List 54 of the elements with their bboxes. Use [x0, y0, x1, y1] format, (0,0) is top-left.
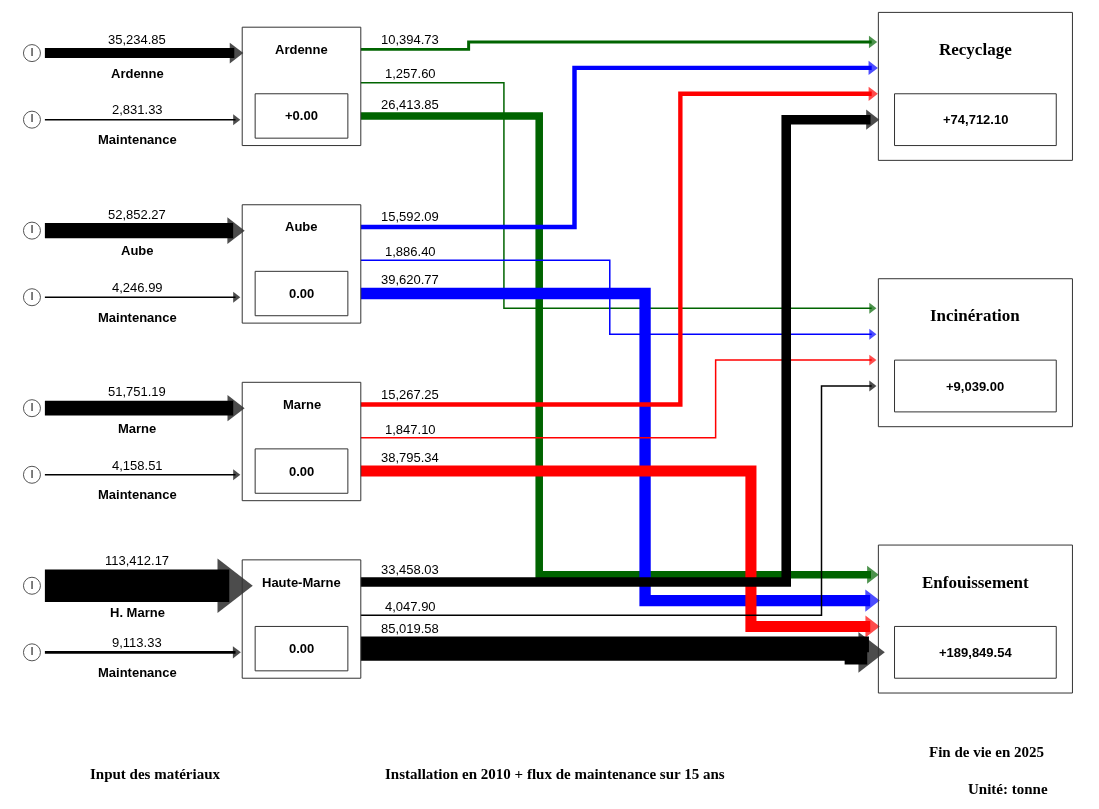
text: I [30, 45, 34, 58]
data-label: 39,620.77 [381, 272, 439, 287]
text: Unité: tonne [968, 781, 1048, 797]
text: I [30, 467, 34, 480]
text: Marne [118, 421, 157, 436]
data-label: 9,113.33 [112, 635, 162, 650]
text: Fin de vie en 2025 [929, 744, 1044, 760]
data-label: 4,047.90 [385, 599, 436, 614]
text: I [30, 645, 34, 658]
text: +189,849.54 [939, 645, 1012, 660]
data-label: 52,852.27 [108, 207, 166, 222]
data-label: 51,751.19 [108, 384, 166, 399]
data-label: 4,158.51 [112, 458, 163, 473]
text: Maintenance [98, 665, 177, 680]
category-label: Aube [285, 219, 318, 234]
data-label: 1,847.10 [385, 422, 436, 437]
data-label: 4,246.99 [112, 280, 163, 295]
data-label: 15,267.25 [381, 387, 439, 402]
text: Recyclage [939, 40, 1013, 59]
text: Input des matériaux [90, 766, 221, 782]
legend-label: Maintenance [98, 132, 177, 147]
text: +9,039.00 [946, 379, 1005, 394]
data-label: 2,831.33 [112, 102, 163, 117]
category-label: Haute-Marne [262, 575, 341, 590]
text: Maintenance [98, 310, 177, 325]
text: I [30, 223, 34, 236]
text: Maintenance [98, 487, 177, 502]
text: I [30, 400, 34, 413]
data-label: 26,413.85 [381, 97, 439, 112]
data-label: 35,234.85 [108, 32, 166, 47]
text: +74,712.10 [943, 112, 1009, 127]
data-label: 1,886.40 [385, 244, 436, 259]
data-label: 10,394.73 [381, 32, 439, 47]
text: Ardenne [111, 66, 164, 81]
data-label: 113,412.17 [105, 553, 170, 568]
text: 0.00 [289, 464, 315, 479]
category-label: Ardenne [275, 42, 328, 57]
text: I [30, 578, 34, 591]
text: Incinération [930, 306, 1021, 325]
text: 0.00 [289, 641, 315, 656]
text: H. Marne [110, 605, 165, 620]
text: 0.00 [289, 286, 315, 301]
category-label: Marne [283, 397, 322, 412]
data-label: 15,592.09 [381, 209, 439, 224]
data-label: 33,458.03 [381, 562, 439, 577]
text: I [30, 289, 34, 302]
data-label: 38,795.34 [381, 450, 439, 465]
text: I [30, 112, 34, 125]
text: Enfouissement [922, 573, 1030, 592]
text: Installation en 2010 + flux de maintenance sur 15 ans [385, 766, 725, 782]
text: Aube [121, 243, 154, 258]
text: +0.00 [285, 108, 318, 123]
data-label: 1,257.60 [385, 66, 436, 81]
data-label: 85,019.58 [381, 621, 439, 636]
